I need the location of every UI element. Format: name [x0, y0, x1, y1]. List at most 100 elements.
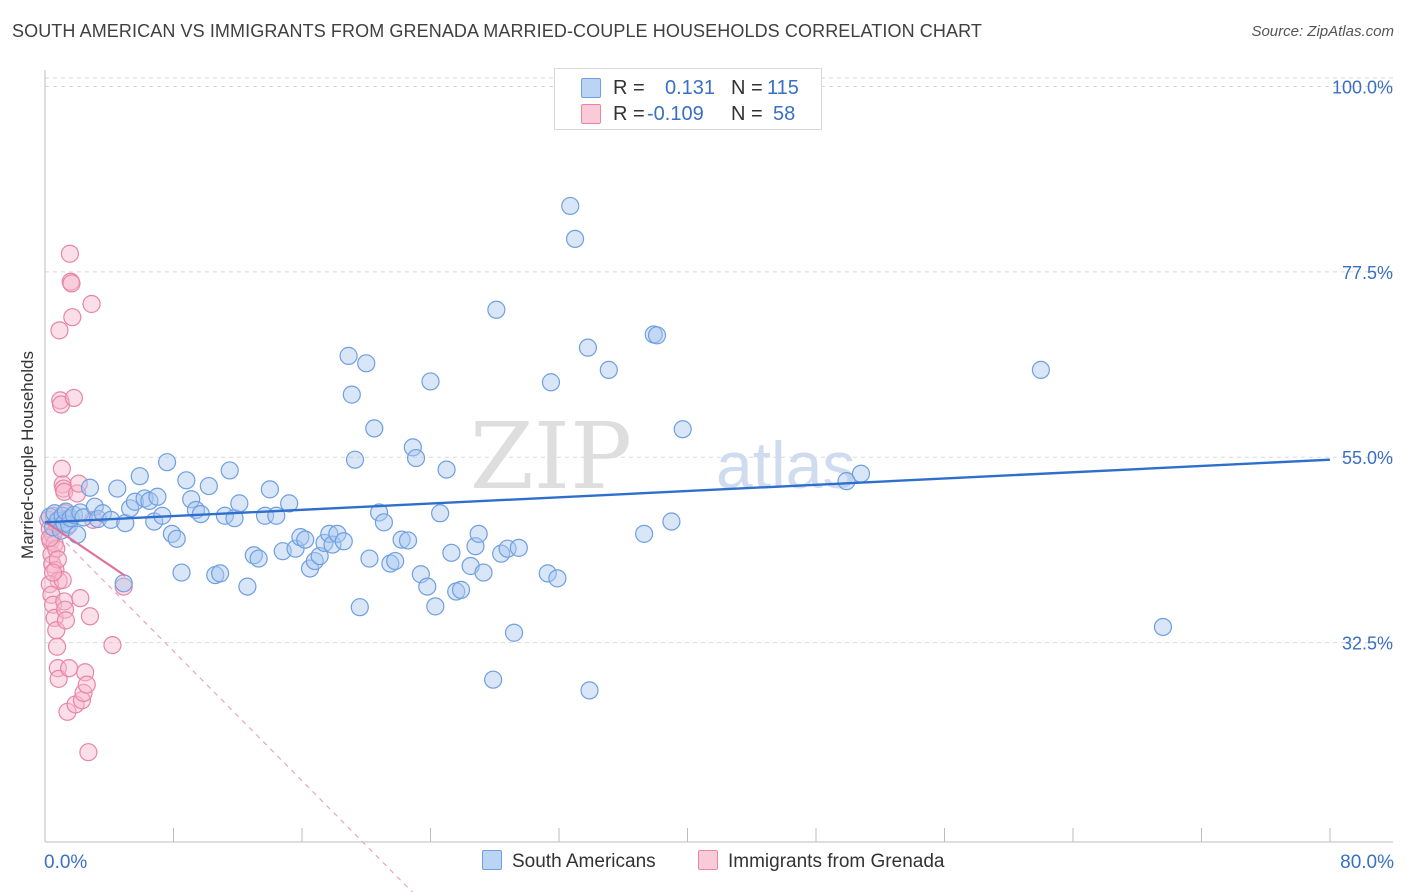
south-american-point [167, 529, 186, 548]
series-legend: South Americans Immigrants from Grenada [0, 850, 1406, 880]
y-tick-label: 32.5% [1342, 634, 1393, 654]
legend-swatch-blue [581, 78, 601, 98]
south-american-point [365, 419, 384, 438]
legend-swatch-pink [698, 850, 718, 870]
south-american-point [249, 549, 268, 568]
south-american-point [296, 530, 315, 549]
grenada-point [61, 272, 80, 291]
south-american-point [350, 598, 369, 617]
south-american-point [578, 338, 598, 357]
south-american-point [662, 512, 681, 531]
axes-layer [44, 70, 1393, 843]
south-american-point [561, 196, 580, 216]
south-american-point [484, 670, 503, 689]
south-american-point [280, 494, 299, 513]
grenada-point [53, 570, 72, 590]
south-american-point [451, 580, 471, 599]
south-american-point [238, 577, 257, 596]
legend-n-label: N = [731, 103, 763, 125]
south-american-point [260, 480, 279, 499]
south-american-point [406, 448, 426, 468]
correlation-legend: R = 0.131 N = 115 R = -0.109 N = 58 [554, 68, 822, 130]
south-american-point [177, 471, 196, 490]
watermark-zip: ZIP [470, 403, 632, 510]
south-american-point [125, 492, 145, 511]
legend-r-value: -0.109 [647, 103, 704, 125]
grenada-point [43, 595, 63, 614]
south-american-point [469, 524, 488, 543]
south-american-point [431, 504, 450, 523]
legend-r-label: R = [613, 77, 645, 99]
grenada-point [82, 294, 101, 314]
grenada-point [103, 635, 122, 655]
south-american-point [421, 372, 440, 391]
watermark-atlas: atlas [716, 428, 855, 502]
grenada-trend-line [44, 520, 126, 577]
grenada-point [79, 743, 98, 762]
south-american-point [339, 346, 358, 365]
south-american-point [403, 438, 422, 457]
grenada-point [69, 474, 88, 493]
south-american-point [426, 597, 445, 616]
trend-layer [44, 458, 1331, 892]
south-american-point [182, 490, 201, 509]
south-american-point [80, 478, 100, 497]
grenada-point [40, 528, 59, 548]
south-american-point [381, 554, 400, 573]
south-american-point [548, 569, 567, 588]
legend-n-value: 115 [767, 77, 799, 99]
south-american-point [286, 539, 305, 558]
south-american-point [244, 546, 263, 565]
south-american-point [580, 681, 599, 700]
grenada-point [59, 659, 79, 678]
south-american-point [386, 551, 405, 571]
legend-item-south-americans: South Americans [482, 850, 656, 873]
series-grenada-points [39, 244, 133, 762]
south-american-point [538, 564, 557, 583]
south-american-point [323, 535, 342, 554]
south-american-point [487, 300, 506, 319]
south-american-point [342, 385, 361, 404]
series-south-american-points [40, 196, 1173, 700]
south-american-point [130, 467, 149, 486]
legend-label-grenada: Immigrants from Grenada [728, 851, 945, 872]
legend-label-south-americans: South Americans [512, 851, 656, 872]
grenada-trend-extension [44, 521, 414, 892]
grenada-point [50, 321, 69, 340]
south-american-point [108, 479, 127, 498]
south-american-point [398, 531, 418, 550]
grenada-point [43, 563, 63, 582]
legend-swatch-blue [482, 850, 502, 870]
south-american-point [157, 453, 177, 472]
south-american-point [334, 532, 353, 551]
south-american-point [360, 549, 379, 568]
south-american-point [442, 543, 461, 562]
grenada-point [56, 611, 75, 630]
grenada-point [62, 274, 81, 293]
south-american-point [345, 450, 365, 469]
south-american-point [199, 476, 218, 496]
south-american-point [172, 563, 191, 582]
legend-row-grenada: R = -0.109 N = 58 [555, 102, 821, 128]
south-american-point [291, 528, 310, 547]
legend-item-grenada: Immigrants from Grenada [698, 850, 944, 873]
south-american-point [392, 530, 411, 549]
south-american-point [230, 494, 249, 513]
south-american-point [418, 577, 437, 596]
grenada-point [52, 459, 71, 478]
grenada-point [80, 607, 100, 626]
grenada-point [46, 561, 65, 580]
grenada-point [63, 308, 82, 327]
grenada-point [47, 637, 67, 656]
south-american-point [599, 360, 618, 380]
source-credit: Source: ZipAtlas.com [1251, 23, 1394, 40]
watermark: ZIP atlas [470, 403, 856, 510]
south-american-point [851, 464, 871, 483]
grenada-point [71, 589, 90, 608]
south-american-point [474, 563, 493, 582]
south-american-point [837, 472, 856, 491]
south-american-point [509, 538, 528, 557]
legend-n-label: N = [731, 77, 763, 99]
legend-r-label: R = [613, 103, 645, 125]
